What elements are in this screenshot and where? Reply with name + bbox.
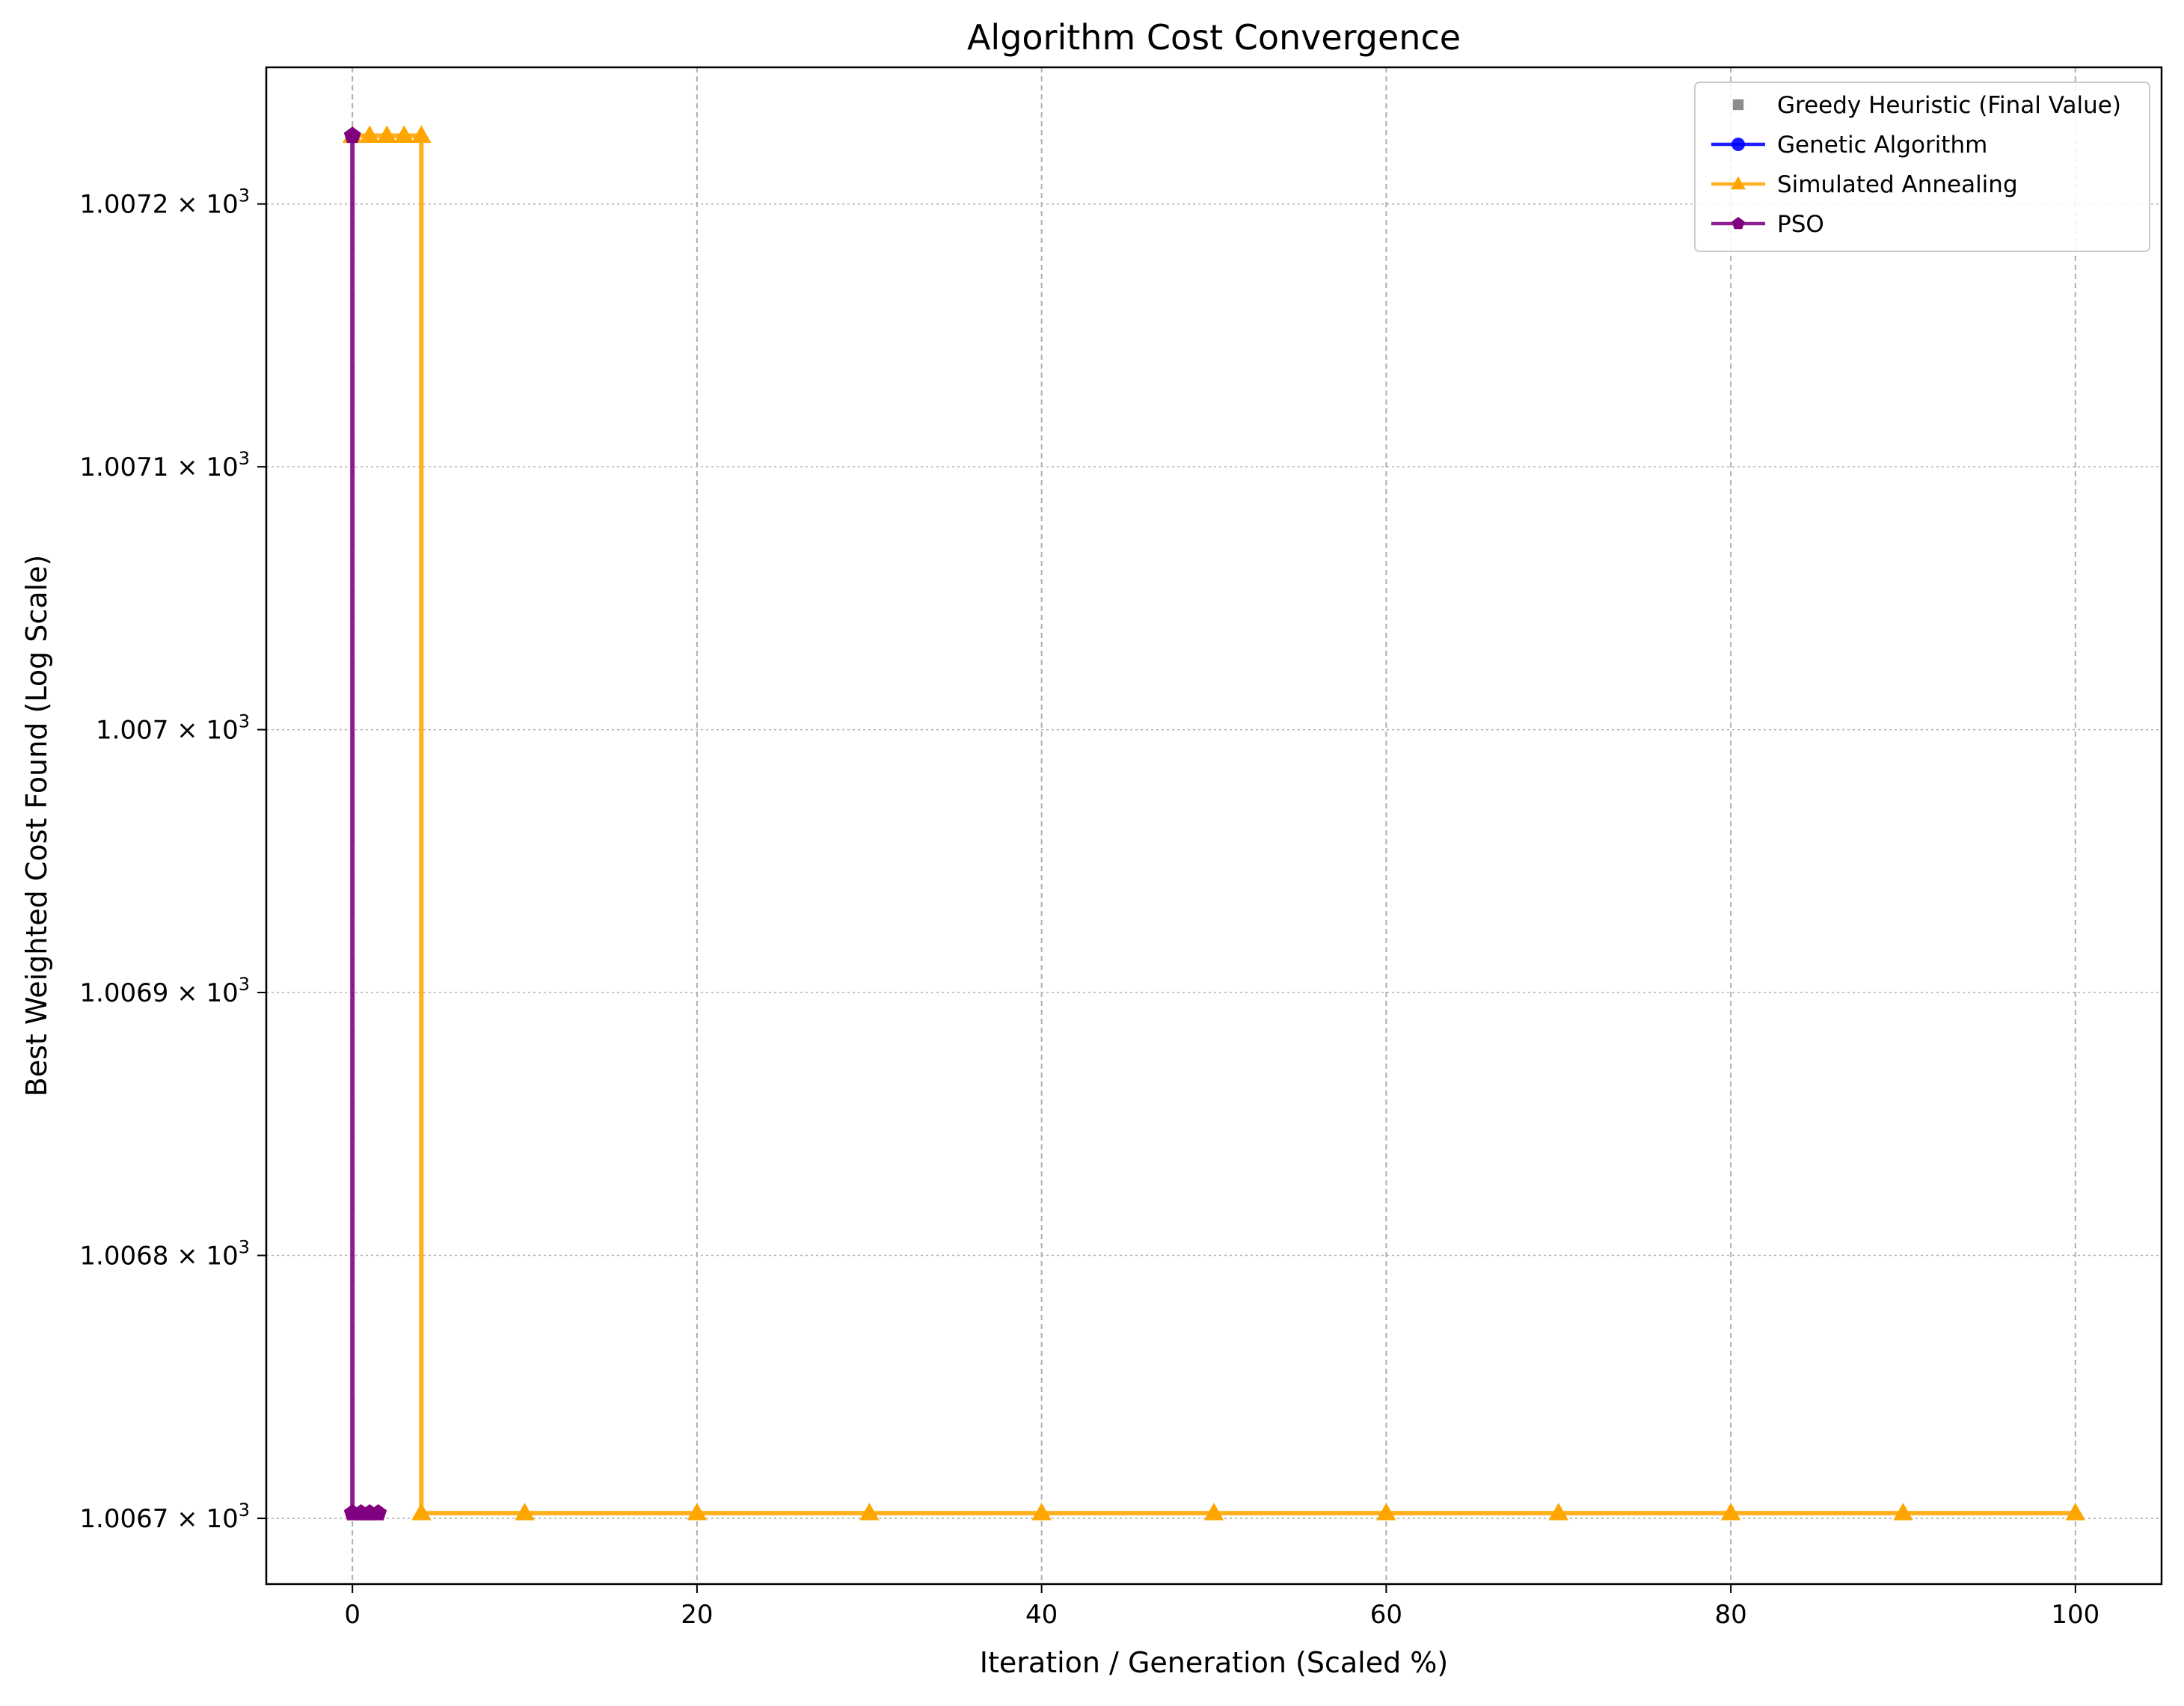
legend-label: Greedy Heuristic (Final Value) — [1777, 92, 2121, 119]
legend-item: Genetic Algorithm — [1711, 132, 1987, 159]
legend-marker — [1731, 138, 1745, 151]
y-tick-label: 1.0067 × 103 — [79, 1500, 250, 1534]
data-point — [411, 125, 432, 143]
plot-area — [342, 125, 2086, 1521]
legend-item: Greedy Heuristic (Final Value) — [1732, 92, 2121, 119]
legend-label: PSO — [1777, 211, 1824, 238]
legend-box — [1694, 82, 2150, 252]
data-point — [2065, 1503, 2086, 1521]
data-point — [411, 1503, 432, 1521]
data-point — [1376, 1503, 1396, 1521]
y-tick-label: 1.007 × 103 — [96, 711, 250, 746]
y-tick-label: 1.0071 × 103 — [79, 448, 250, 482]
axes-frame — [265, 66, 2163, 1586]
x-tick-label: 0 — [344, 1600, 361, 1630]
data-point — [360, 125, 380, 143]
x-tick-label: 80 — [1714, 1600, 1746, 1630]
x-tick-label: 40 — [1025, 1600, 1058, 1630]
data-point — [1031, 1503, 1052, 1521]
data-point — [687, 1503, 708, 1521]
data-point — [377, 125, 397, 143]
x-tick-label: 100 — [2051, 1600, 2099, 1630]
legend-label: Simulated Annealing — [1777, 171, 2018, 198]
y-tick-label: 1.0072 × 103 — [79, 185, 250, 220]
data-point — [369, 1504, 387, 1521]
legend-item: PSO — [1711, 211, 1824, 238]
data-point — [859, 1503, 880, 1521]
series-simulated-annealing — [342, 125, 2086, 1521]
series-line — [352, 133, 2076, 1516]
legend-marker — [1731, 176, 1746, 190]
data-point — [1203, 1503, 1224, 1521]
legend-marker — [1732, 99, 1744, 111]
data-point — [1720, 1503, 1741, 1521]
axis-ticks: 0 20 40 60 80 100 1.0067 × 103 1.0068 × 103 1.00… — [79, 185, 2099, 1630]
y-axis-label: Best Weighted Cost Found (Log Scale) — [20, 555, 53, 1097]
y-tick-label: 1.0068 × 103 — [79, 1237, 250, 1271]
x-tick-label: 60 — [1370, 1600, 1402, 1630]
legend-marker — [1731, 217, 1745, 230]
x-tick-label: 20 — [681, 1600, 713, 1630]
legend-item: Simulated Annealing — [1711, 171, 2018, 198]
data-point — [1893, 1503, 1913, 1521]
data-point — [1548, 1503, 1568, 1521]
x-axis-label: Iteration / Generation (Scaled %) — [980, 1646, 1448, 1679]
series-pso — [343, 126, 387, 1521]
data-point — [515, 1503, 535, 1521]
legend-label: Genetic Algorithm — [1777, 132, 1987, 159]
legend: Greedy Heuristic (Final Value) Genetic Al… — [1694, 82, 2150, 252]
data-point — [394, 125, 414, 143]
chart-title: Algorithm Cost Convergence — [967, 17, 1461, 58]
data-point — [343, 126, 361, 144]
y-tick-label: 1.0069 × 103 — [79, 974, 250, 1008]
